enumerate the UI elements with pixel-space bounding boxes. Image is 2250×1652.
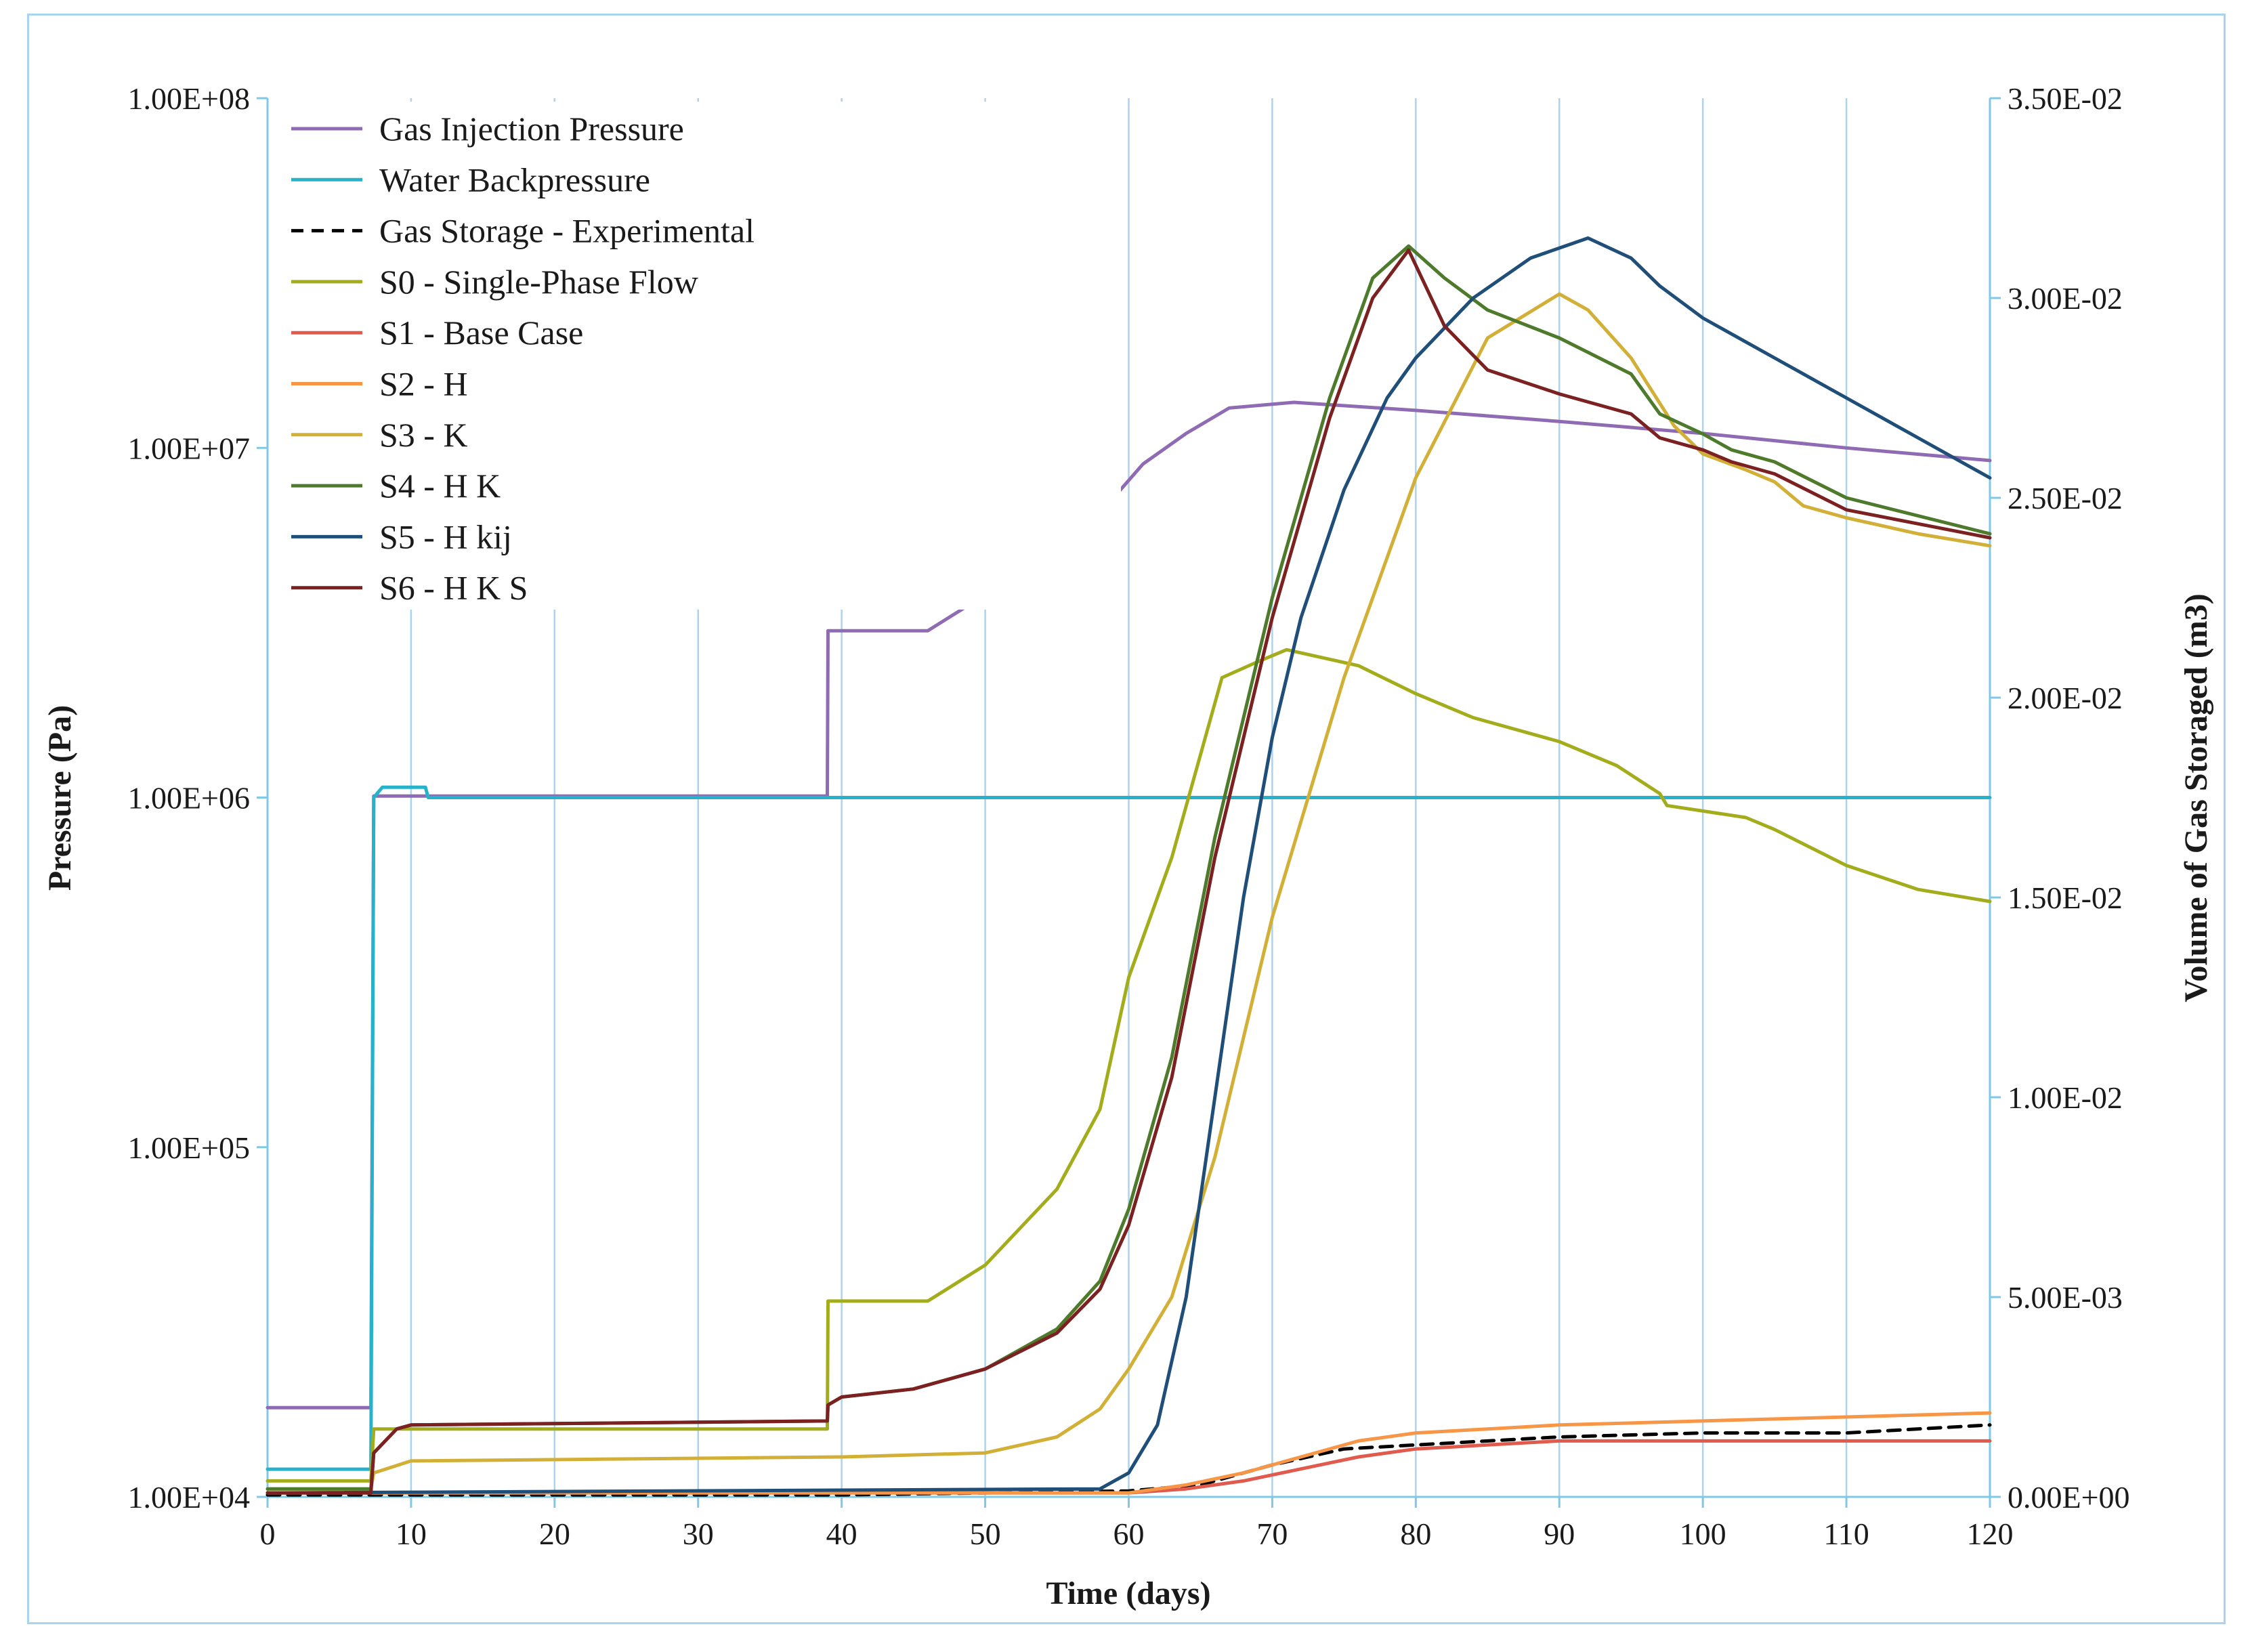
y2-tick-label: 1.00E-02 (2008, 1080, 2123, 1115)
y2-axis-title: Volume of Gas Storaged (m3) (2178, 593, 2214, 1002)
x-tick-label: 110 (1823, 1517, 1869, 1551)
y-tick-label: 1.00E+07 (127, 431, 250, 465)
legend-label: S5 - H kij (379, 517, 512, 555)
y-tick-label: 1.00E+05 (127, 1130, 250, 1165)
y2-tick-label: 3.50E-02 (2008, 81, 2123, 116)
x-tick-label: 40 (826, 1517, 857, 1551)
x-tick-label: 20 (539, 1517, 570, 1551)
y2-tick-label: 5.00E-03 (2008, 1280, 2123, 1315)
legend-label: Gas Storage - Experimental (379, 212, 755, 250)
y-axis-title: Pressure (Pa) (42, 705, 78, 891)
series-layer (266, 236, 1992, 1497)
x-tick-label: 90 (1544, 1517, 1575, 1551)
y2-tick-label: 2.50E-02 (2008, 481, 2123, 515)
legend-background (274, 102, 1121, 610)
y2-tick-label: 0.00E+00 (2008, 1480, 2130, 1515)
y2-tick-label: 3.00E-02 (2008, 281, 2123, 316)
x-tick-label: 30 (683, 1517, 714, 1551)
x-tick-label: 70 (1256, 1517, 1288, 1551)
series-line-s0-single-phase-flow (266, 648, 1992, 1483)
x-axis-title: Time (days) (1046, 1575, 1210, 1611)
y-tick-label: 1.00E+06 (127, 781, 250, 816)
ticks-layer: 0 10 20 30 40 50 60 70 80 90 100 110 120 1.00E+04 1.00… (127, 81, 2129, 1551)
series-line-s3-k (266, 292, 1992, 1491)
y2-tick-label: 1.50E-02 (2008, 881, 2123, 915)
series-line-s6-h-k-s (266, 248, 1992, 1495)
series-line-s1-base-case (266, 1439, 1992, 1495)
legend-label: Gas Injection Pressure (379, 110, 684, 148)
series-line-s5-h-kij (266, 236, 1992, 1495)
legend-label: S0 - Single-Phase Flow (379, 263, 698, 301)
x-tick-label: 50 (970, 1517, 1001, 1551)
x-tick-label: 0 (260, 1517, 276, 1551)
x-tick-label: 80 (1400, 1517, 1431, 1551)
legend-label: S2 - H (379, 365, 468, 403)
x-tick-label: 10 (396, 1517, 427, 1551)
series-line-water-backpressure (266, 785, 1992, 1471)
x-tick-label: 60 (1113, 1517, 1145, 1551)
legend: Gas Injection Pressure Water Backpressure… (291, 110, 755, 607)
y-tick-label: 1.00E+04 (127, 1480, 250, 1515)
series-line-s2-h (266, 1411, 1992, 1495)
legend-label: Water Backpressure (379, 161, 650, 198)
legend-label: S1 - Base Case (379, 314, 583, 352)
legend-label: S6 - H K S (379, 569, 528, 607)
legend-label: S4 - H K (379, 467, 501, 505)
y2-tick-label: 2.00E-02 (2008, 681, 2123, 715)
legend-label: S3 - K (379, 416, 468, 454)
y-tick-label: 1.00E+08 (127, 81, 250, 116)
x-tick-label: 100 (1680, 1517, 1726, 1551)
x-tick-label: 120 (1967, 1517, 2014, 1551)
